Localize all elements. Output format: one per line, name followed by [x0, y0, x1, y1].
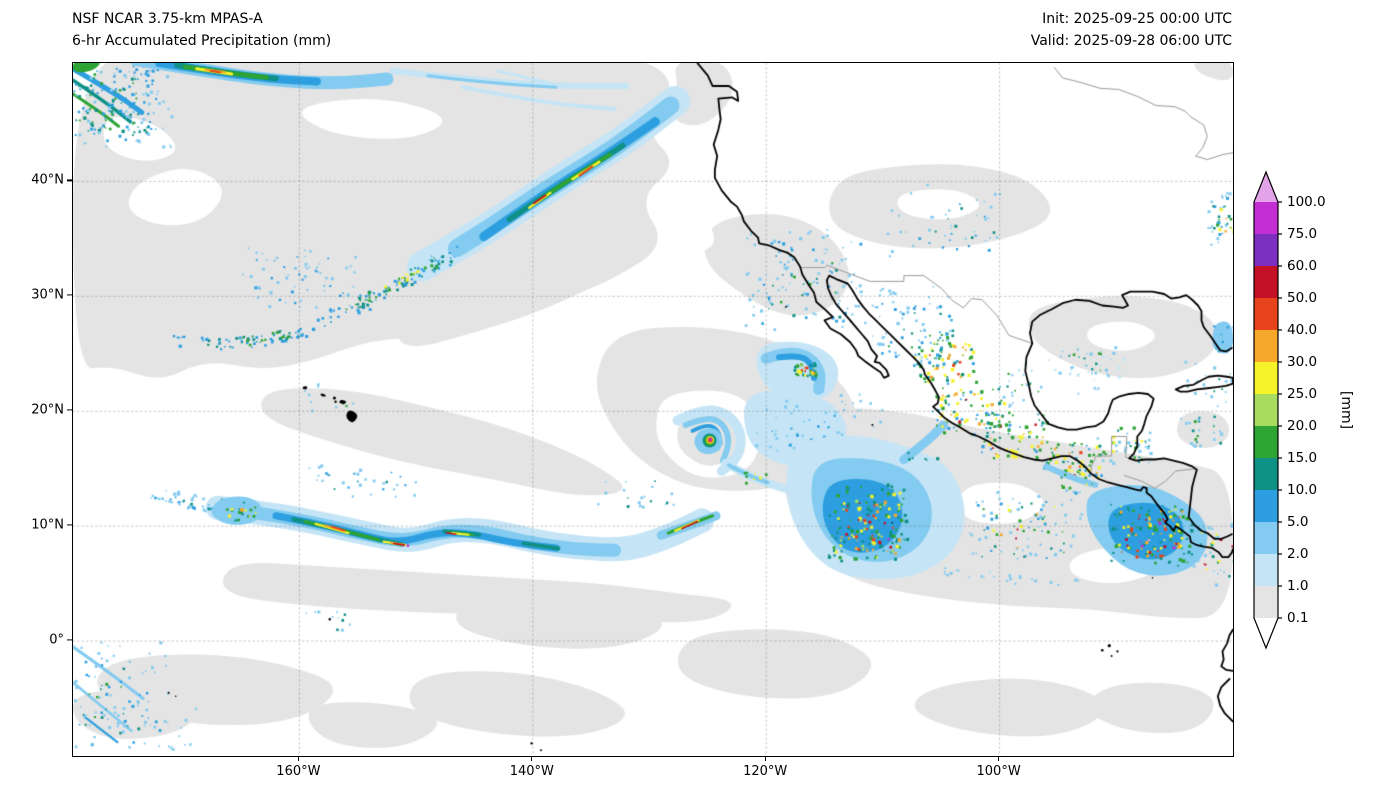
colorbar-band [1254, 490, 1278, 522]
colorbar-tick-label: 40.0 [1287, 322, 1317, 338]
colorbar-band [1254, 266, 1278, 298]
model-title: NSF NCAR 3.75-km MPAS-A [72, 11, 263, 27]
title-block: NSF NCAR 3.75-km MPAS-A 6-hr Accumulated… [72, 8, 331, 52]
colorbar-tick-label: 60.0 [1287, 258, 1317, 274]
time-block: Init: 2025-09-25 00:00 UTC Valid: 2025-0… [1031, 8, 1232, 52]
init-time: Init: 2025-09-25 00:00 UTC [1042, 11, 1232, 27]
lon-tick-label: 160°W [276, 764, 321, 779]
colorbar-band [1254, 554, 1278, 586]
lat-tick-mark [67, 294, 72, 296]
colorbar-tick-label: 0.1 [1287, 610, 1308, 626]
lat-tick-mark [67, 409, 72, 411]
lat-tick-mark [67, 639, 72, 641]
lon-tick-label: 120°W [743, 764, 788, 779]
colorbar-tick-label: 15.0 [1287, 450, 1317, 466]
colorbar-under-arrow [1254, 618, 1278, 648]
colorbar-band [1254, 362, 1278, 394]
lat-tick-mark [67, 179, 72, 181]
colorbar-band [1254, 426, 1278, 458]
colorbar-svg: 100.0 75.0 60.0 50.0 40.0 30.0 25.0 20.0 15.0 10.… [1253, 170, 1326, 650]
colorbar-band [1254, 394, 1278, 426]
lon-tick-mark [531, 756, 533, 761]
colorbar-band [1254, 202, 1278, 234]
colorbar-band [1254, 298, 1278, 330]
field-title: 6-hr Accumulated Precipitation (mm) [72, 33, 332, 49]
colorbar-tick-label: 10.0 [1287, 482, 1317, 498]
lon-tick-label: 100°W [976, 764, 1021, 779]
colorbar-over-arrow [1254, 172, 1278, 202]
colorbar-tick-label: 30.0 [1287, 354, 1317, 370]
colorbar-band [1254, 522, 1278, 554]
colorbar: 100.0 75.0 60.0 50.0 40.0 30.0 25.0 20.0 15.0 10.… [1253, 170, 1346, 652]
colorbar-tick-label: 5.0 [1287, 514, 1308, 530]
colorbar-unit-label: [mm] [1338, 390, 1354, 430]
lon-tick-label: 140°W [509, 764, 554, 779]
colorbar-tick-label: 20.0 [1287, 418, 1317, 434]
lat-tick-label: 10°N [31, 517, 64, 533]
valid-time: Valid: 2025-09-28 06:00 UTC [1030, 33, 1232, 49]
lat-tick-label: 30°N [31, 287, 64, 303]
colorbar-band [1254, 234, 1278, 266]
lat-tick-label: 0° [49, 632, 64, 648]
colorbar-tick-label: 2.0 [1287, 546, 1308, 562]
lat-tick-label: 20°N [31, 402, 64, 418]
lon-tick-mark [764, 756, 766, 761]
lat-tick-label: 40°N [31, 172, 64, 188]
lat-tick-mark [67, 524, 72, 526]
colorbar-tick-label: 75.0 [1287, 226, 1317, 242]
colorbar-tick-label: 100.0 [1287, 194, 1326, 210]
colorbar-tick-label: 1.0 [1287, 578, 1308, 594]
precipitation-map-canvas [73, 63, 1233, 756]
colorbar-band [1254, 458, 1278, 490]
map-plot-frame [72, 62, 1234, 757]
colorbar-band [1254, 586, 1278, 618]
colorbar-band [1254, 330, 1278, 362]
lon-tick-mark [997, 756, 1000, 761]
lon-tick-mark [297, 756, 299, 761]
colorbar-tick-label: 25.0 [1287, 386, 1317, 402]
colorbar-tick-label: 50.0 [1287, 290, 1317, 306]
